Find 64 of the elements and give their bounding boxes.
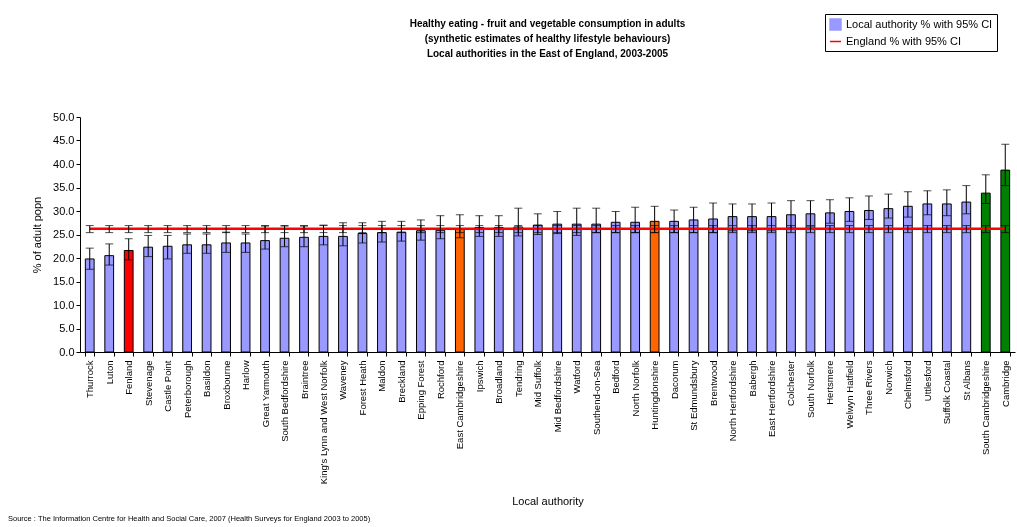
x-tick-label: Great Yarmouth xyxy=(259,360,271,428)
x-tick-label: South Norfolk xyxy=(804,360,816,419)
x-tick-label: South Bedfordshire xyxy=(279,360,291,442)
x-tick-label: Broadland xyxy=(493,360,505,404)
x-tick-label: Breckland xyxy=(395,360,407,403)
x-tick-label: Hertsmere xyxy=(824,360,836,405)
x-tick-label: Ipswich xyxy=(473,360,485,393)
y-tick-label: 35.0 xyxy=(53,181,75,193)
legend-label: England % with 95% CI xyxy=(846,34,961,47)
x-tick-label: Epping Forest xyxy=(415,360,427,420)
y-tick-label: 50.0 xyxy=(53,110,75,123)
x-tick-label: Harlow xyxy=(240,360,252,391)
x-tick-label: Brentwood xyxy=(707,360,719,406)
x-tick-label: Tendring xyxy=(512,360,524,397)
x-tick-label: Castle Point xyxy=(162,360,174,412)
x-tick-label: Maldon xyxy=(376,360,388,392)
x-tick-label: Colchester xyxy=(785,360,797,406)
x-tick-label: East Cambridgeshire xyxy=(454,360,466,450)
x-tick-label: Babergh xyxy=(746,360,758,397)
x-tick-label: Chelmsford xyxy=(902,360,914,410)
x-tick-label: Braintree xyxy=(298,360,310,400)
x-tick-label: Dacorum xyxy=(668,360,680,400)
x-tick-label: Southend-on-Sea xyxy=(590,359,602,435)
x-tick-label: Welwyn Hatfield xyxy=(843,360,855,429)
x-tick-label: St Albans xyxy=(960,360,972,401)
x-tick-label: Fenland xyxy=(123,360,135,395)
x-tick-label: Uttlesford xyxy=(921,360,933,402)
x-tick-label: Mid Suffolk xyxy=(532,360,544,408)
x-axis-title: Local authority xyxy=(512,495,585,508)
x-tick-label: Suffolk Coastal xyxy=(941,360,953,425)
y-tick-label: 10.0 xyxy=(53,298,75,311)
x-tick-label: Thurrock xyxy=(84,360,96,398)
x-tick-label: Peterborough xyxy=(181,360,193,419)
x-tick-label: Luton xyxy=(103,360,115,385)
legend-label: Local authority % with 95% CI xyxy=(846,17,993,30)
y-tick-label: 5.0 xyxy=(59,322,75,334)
y-tick-label: 20.0 xyxy=(53,251,75,264)
y-tick-label: 45.0 xyxy=(53,134,75,146)
x-tick-label: St Edmundsbury xyxy=(688,360,700,431)
x-tick-label: Three Rivers xyxy=(863,360,875,415)
x-tick-label: North Hertfordshire xyxy=(727,360,739,442)
x-tick-label: Huntingdonshire xyxy=(649,360,661,430)
x-tick-label: Watford xyxy=(571,360,583,394)
y-tick-label: 25.0 xyxy=(53,228,75,240)
x-tick-label: Broxbourne xyxy=(220,360,232,410)
x-tick-label: Bedford xyxy=(610,360,622,394)
x-tick-label: Mid Bedfordshire xyxy=(551,360,563,433)
x-tick-label: North Norfolk xyxy=(629,360,641,417)
x-tick-label: Forest Heath xyxy=(356,360,368,416)
x-tick-label: Basildon xyxy=(201,360,213,397)
x-tick-label: Waveney xyxy=(337,360,349,400)
x-tick-label: King's Lynn and West Norfolk xyxy=(317,360,329,485)
y-tick-label: 40.0 xyxy=(53,157,75,170)
x-tick-label: Rochford xyxy=(434,360,446,400)
y-axis-title: % of adult popn xyxy=(31,196,44,274)
y-tick-label: 30.0 xyxy=(53,204,75,217)
x-tick-label: Stevenage xyxy=(142,360,154,406)
x-tick-label: South Cambridgeshire xyxy=(980,360,992,456)
x-tick-label: Norwich xyxy=(882,360,894,395)
x-tick-label: East Hertfordshire xyxy=(766,360,778,438)
y-tick-label: 0.0 xyxy=(59,345,75,358)
x-tick-label: Cambridge xyxy=(999,360,1011,407)
y-tick-label: 15.0 xyxy=(53,275,75,287)
chart-title: Healthy eating - fruit and vegetable consumption in adults (synthetic estimates of healthy lifestyle behaviours) Local authorities in the East of England, 2003-2005 xyxy=(409,18,686,59)
